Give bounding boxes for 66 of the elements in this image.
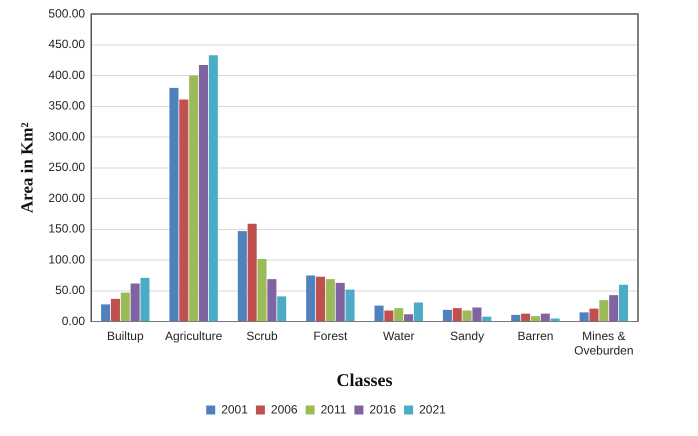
- bar: [550, 318, 560, 322]
- bar: [267, 279, 276, 322]
- y-tick-label: 300.00: [48, 129, 86, 144]
- bar: [442, 310, 452, 322]
- bar: [277, 296, 286, 322]
- bar: [198, 65, 208, 322]
- bar: [140, 278, 150, 322]
- y-tick-label: 50.00: [55, 283, 86, 298]
- bar: [384, 310, 394, 322]
- bar: [482, 316, 492, 322]
- x-tick-label: Builtup: [106, 329, 144, 344]
- x-tick-label: Agriculture: [164, 329, 223, 344]
- legend-label: 2001: [221, 402, 248, 416]
- bar: [589, 308, 599, 322]
- bar: [374, 306, 384, 322]
- y-tick-label: 500.00: [48, 6, 86, 20]
- x-tick-label: Sandy: [450, 329, 484, 344]
- x-tick-label: Water: [382, 329, 415, 344]
- bar: [462, 310, 472, 322]
- bar: [580, 312, 589, 322]
- bar: [169, 88, 178, 322]
- y-tick-label: 150.00: [48, 222, 86, 236]
- bar: [618, 284, 628, 322]
- x-tick-label: Scrub: [246, 329, 278, 344]
- legend-label: 2016: [369, 402, 396, 416]
- bar: [530, 316, 540, 322]
- bar: [394, 308, 404, 322]
- x-tick-label: Forest: [313, 329, 348, 344]
- bar: [306, 275, 316, 322]
- bar: [452, 308, 462, 322]
- bar: [101, 304, 110, 322]
- bar: [248, 224, 257, 322]
- y-tick-label: 400.00: [48, 68, 86, 82]
- bar: [336, 282, 345, 322]
- bar: [257, 258, 267, 322]
- bar: [521, 314, 530, 322]
- bar: [208, 55, 218, 322]
- bar: [599, 300, 608, 322]
- x-tick-label: Mines & Oveburden: [574, 329, 634, 358]
- y-axis-title: Area in Km²: [18, 122, 37, 214]
- legend-label: 2006: [270, 402, 298, 416]
- bar: [189, 76, 198, 322]
- bar: [120, 292, 130, 322]
- bar: [346, 290, 355, 322]
- bar: [316, 276, 326, 322]
- y-tick-label: 250.00: [48, 160, 86, 174]
- bar: [404, 314, 414, 322]
- y-tick-label: 450.00: [48, 37, 86, 52]
- y-tick-label: 0.00: [62, 314, 86, 328]
- bar: [414, 302, 423, 322]
- bar: [609, 295, 618, 322]
- bar: [110, 298, 120, 322]
- legend-label: 2011: [320, 402, 347, 416]
- bar: [179, 100, 188, 322]
- y-tick-label: 100.00: [48, 252, 86, 266]
- bar: [472, 307, 482, 322]
- x-axis-title: Classes: [336, 370, 393, 390]
- legend-label: 2021: [419, 402, 446, 416]
- bar: [511, 314, 520, 322]
- bar: [238, 231, 247, 322]
- bar: [130, 283, 140, 322]
- bar: [540, 314, 550, 322]
- y-tick-label: 200.00: [48, 190, 86, 205]
- x-tick-label: Barren: [517, 329, 554, 344]
- bar: [326, 279, 335, 322]
- y-tick-label: 350.00: [48, 98, 86, 113]
